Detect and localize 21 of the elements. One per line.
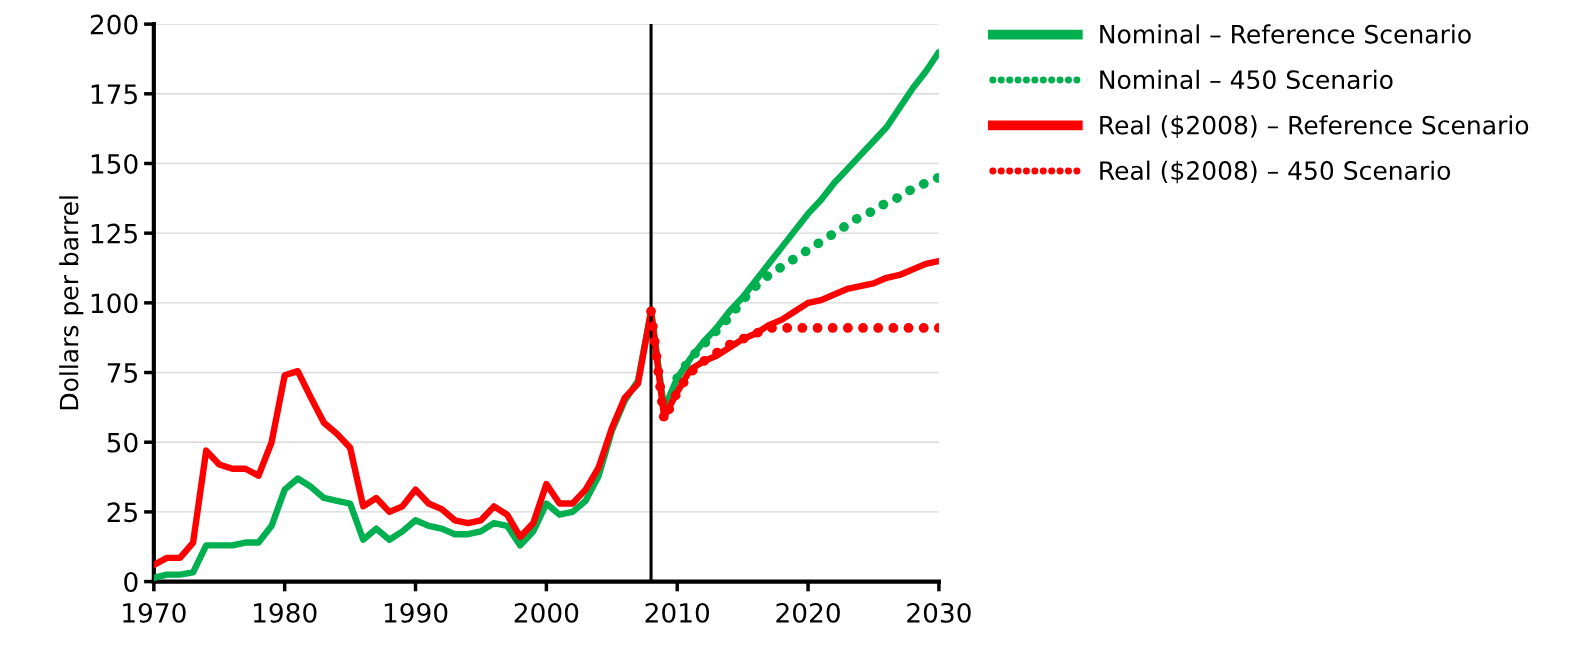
legend-label: Real ($2008) – Reference Scenario: [1100, 115, 1529, 138]
x-tick-label: 1980: [254, 602, 317, 623]
y-tick-label: 100: [91, 293, 138, 314]
y-tick-label: 150: [91, 153, 138, 174]
y-tick-label: 25: [107, 502, 137, 523]
x-tick-label: 1970: [123, 602, 186, 623]
y-tick-label: 50: [107, 432, 138, 453]
y-axis-title: Dollars per barrel: [59, 196, 84, 410]
legend-label: Nominal – 450 Scenario: [1100, 69, 1393, 90]
y-tick-label: 125: [91, 223, 137, 244]
legend-label: Real ($2008) – 450 Scenario: [1100, 160, 1451, 184]
y-tick-label: 75: [107, 363, 137, 383]
y-tick-label: 175: [91, 84, 137, 105]
legend-label: Nominal – Reference Scenario: [1100, 24, 1471, 44]
x-tick-label: 1990: [384, 602, 448, 623]
x-tick-label: 2000: [514, 602, 579, 623]
y-tick-label: 200: [90, 14, 138, 35]
x-tick-label: 2030: [907, 602, 971, 623]
y-tick-label: 0: [124, 572, 138, 592]
x-tick-label: 2020: [776, 602, 840, 623]
x-tick-label: 2010: [645, 602, 710, 623]
